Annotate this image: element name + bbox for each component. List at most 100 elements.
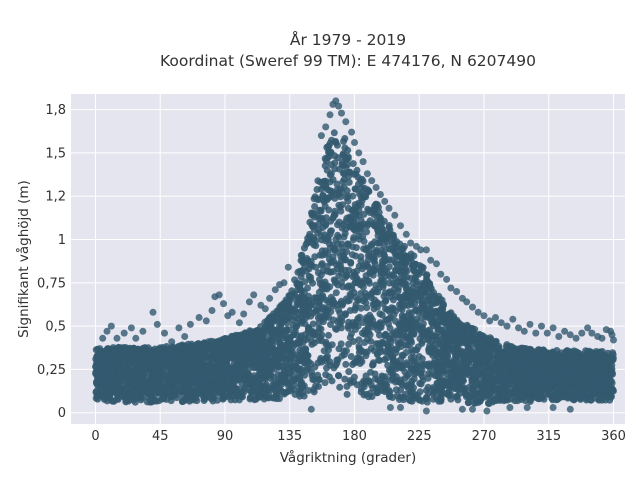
data-point <box>405 385 413 393</box>
data-point <box>542 382 550 390</box>
data-point <box>528 376 536 384</box>
data-point <box>182 370 190 378</box>
data-point <box>262 338 269 346</box>
data-point <box>233 392 241 400</box>
data-point <box>345 368 353 376</box>
data-point <box>357 189 365 197</box>
data-point <box>305 365 312 373</box>
data-point <box>403 359 411 367</box>
data-point <box>362 352 370 360</box>
data-point <box>255 354 263 362</box>
data-point <box>467 392 475 400</box>
data-point <box>453 392 461 400</box>
data-point <box>359 319 367 326</box>
data-point <box>324 143 332 151</box>
data-point <box>134 387 142 394</box>
data-point <box>490 367 497 375</box>
data-point <box>141 344 149 352</box>
data-point <box>341 375 349 383</box>
data-point <box>128 379 135 387</box>
data-point <box>342 295 350 303</box>
data-point <box>354 180 362 188</box>
data-point <box>598 365 606 373</box>
data-point <box>309 309 317 317</box>
data-point <box>378 229 386 237</box>
data-point <box>382 297 390 305</box>
data-point <box>349 251 356 259</box>
data-point <box>569 387 577 395</box>
data-point <box>444 360 452 368</box>
data-point <box>341 266 349 274</box>
data-point <box>176 377 184 385</box>
data-point <box>416 388 424 396</box>
data-point <box>424 297 432 305</box>
data-point <box>486 357 493 364</box>
data-point <box>398 351 406 359</box>
data-point <box>407 354 415 362</box>
data-point <box>378 311 386 319</box>
data-point <box>120 349 127 357</box>
data-point <box>256 393 264 401</box>
data-point <box>114 378 121 386</box>
data-point <box>267 364 275 372</box>
data-point <box>305 304 313 312</box>
data-point <box>312 242 320 250</box>
data-point <box>330 268 338 275</box>
data-point <box>274 384 282 392</box>
data-point <box>131 374 139 382</box>
data-point <box>325 331 332 339</box>
data-point <box>286 339 294 346</box>
data-point <box>385 222 393 229</box>
data-point <box>336 383 344 391</box>
data-point <box>273 326 281 334</box>
data-point <box>241 329 249 337</box>
data-point <box>273 358 281 366</box>
data-point <box>502 354 510 362</box>
data-point <box>452 352 460 360</box>
data-point <box>382 354 390 362</box>
data-point <box>300 288 308 296</box>
data-point <box>502 361 510 369</box>
data-point <box>230 373 238 381</box>
data-point <box>278 312 286 320</box>
data-point <box>338 314 346 322</box>
data-point <box>304 387 312 394</box>
data-point <box>310 301 318 309</box>
data-point <box>385 320 392 328</box>
data-point <box>313 295 321 302</box>
data-point <box>186 356 194 364</box>
data-point <box>321 379 329 387</box>
data-point <box>365 188 373 195</box>
data-point <box>301 257 308 265</box>
data-point <box>582 347 590 355</box>
data-point <box>473 391 480 399</box>
data-point <box>317 207 325 215</box>
data-point <box>161 357 169 365</box>
data-point <box>382 330 390 338</box>
data-point <box>325 240 333 248</box>
data-point <box>522 354 530 362</box>
data-point <box>247 328 255 335</box>
data-point <box>349 236 357 244</box>
data-point <box>359 233 367 241</box>
data-point <box>349 361 357 368</box>
data-point <box>540 358 548 366</box>
data-point <box>407 316 415 324</box>
data-point <box>262 353 270 361</box>
data-point <box>392 365 400 373</box>
data-point <box>426 342 434 350</box>
data-point <box>422 386 430 394</box>
data-point <box>537 388 545 396</box>
data-point <box>391 259 399 266</box>
data-point <box>336 203 344 211</box>
data-point <box>344 242 352 250</box>
data-point <box>431 308 439 316</box>
data-point <box>319 294 327 302</box>
data-point <box>355 342 363 350</box>
data-point <box>366 269 374 277</box>
data-point <box>289 331 297 339</box>
data-point <box>587 396 595 404</box>
data-point <box>568 361 576 369</box>
data-point <box>398 268 406 275</box>
data-point <box>603 353 611 361</box>
